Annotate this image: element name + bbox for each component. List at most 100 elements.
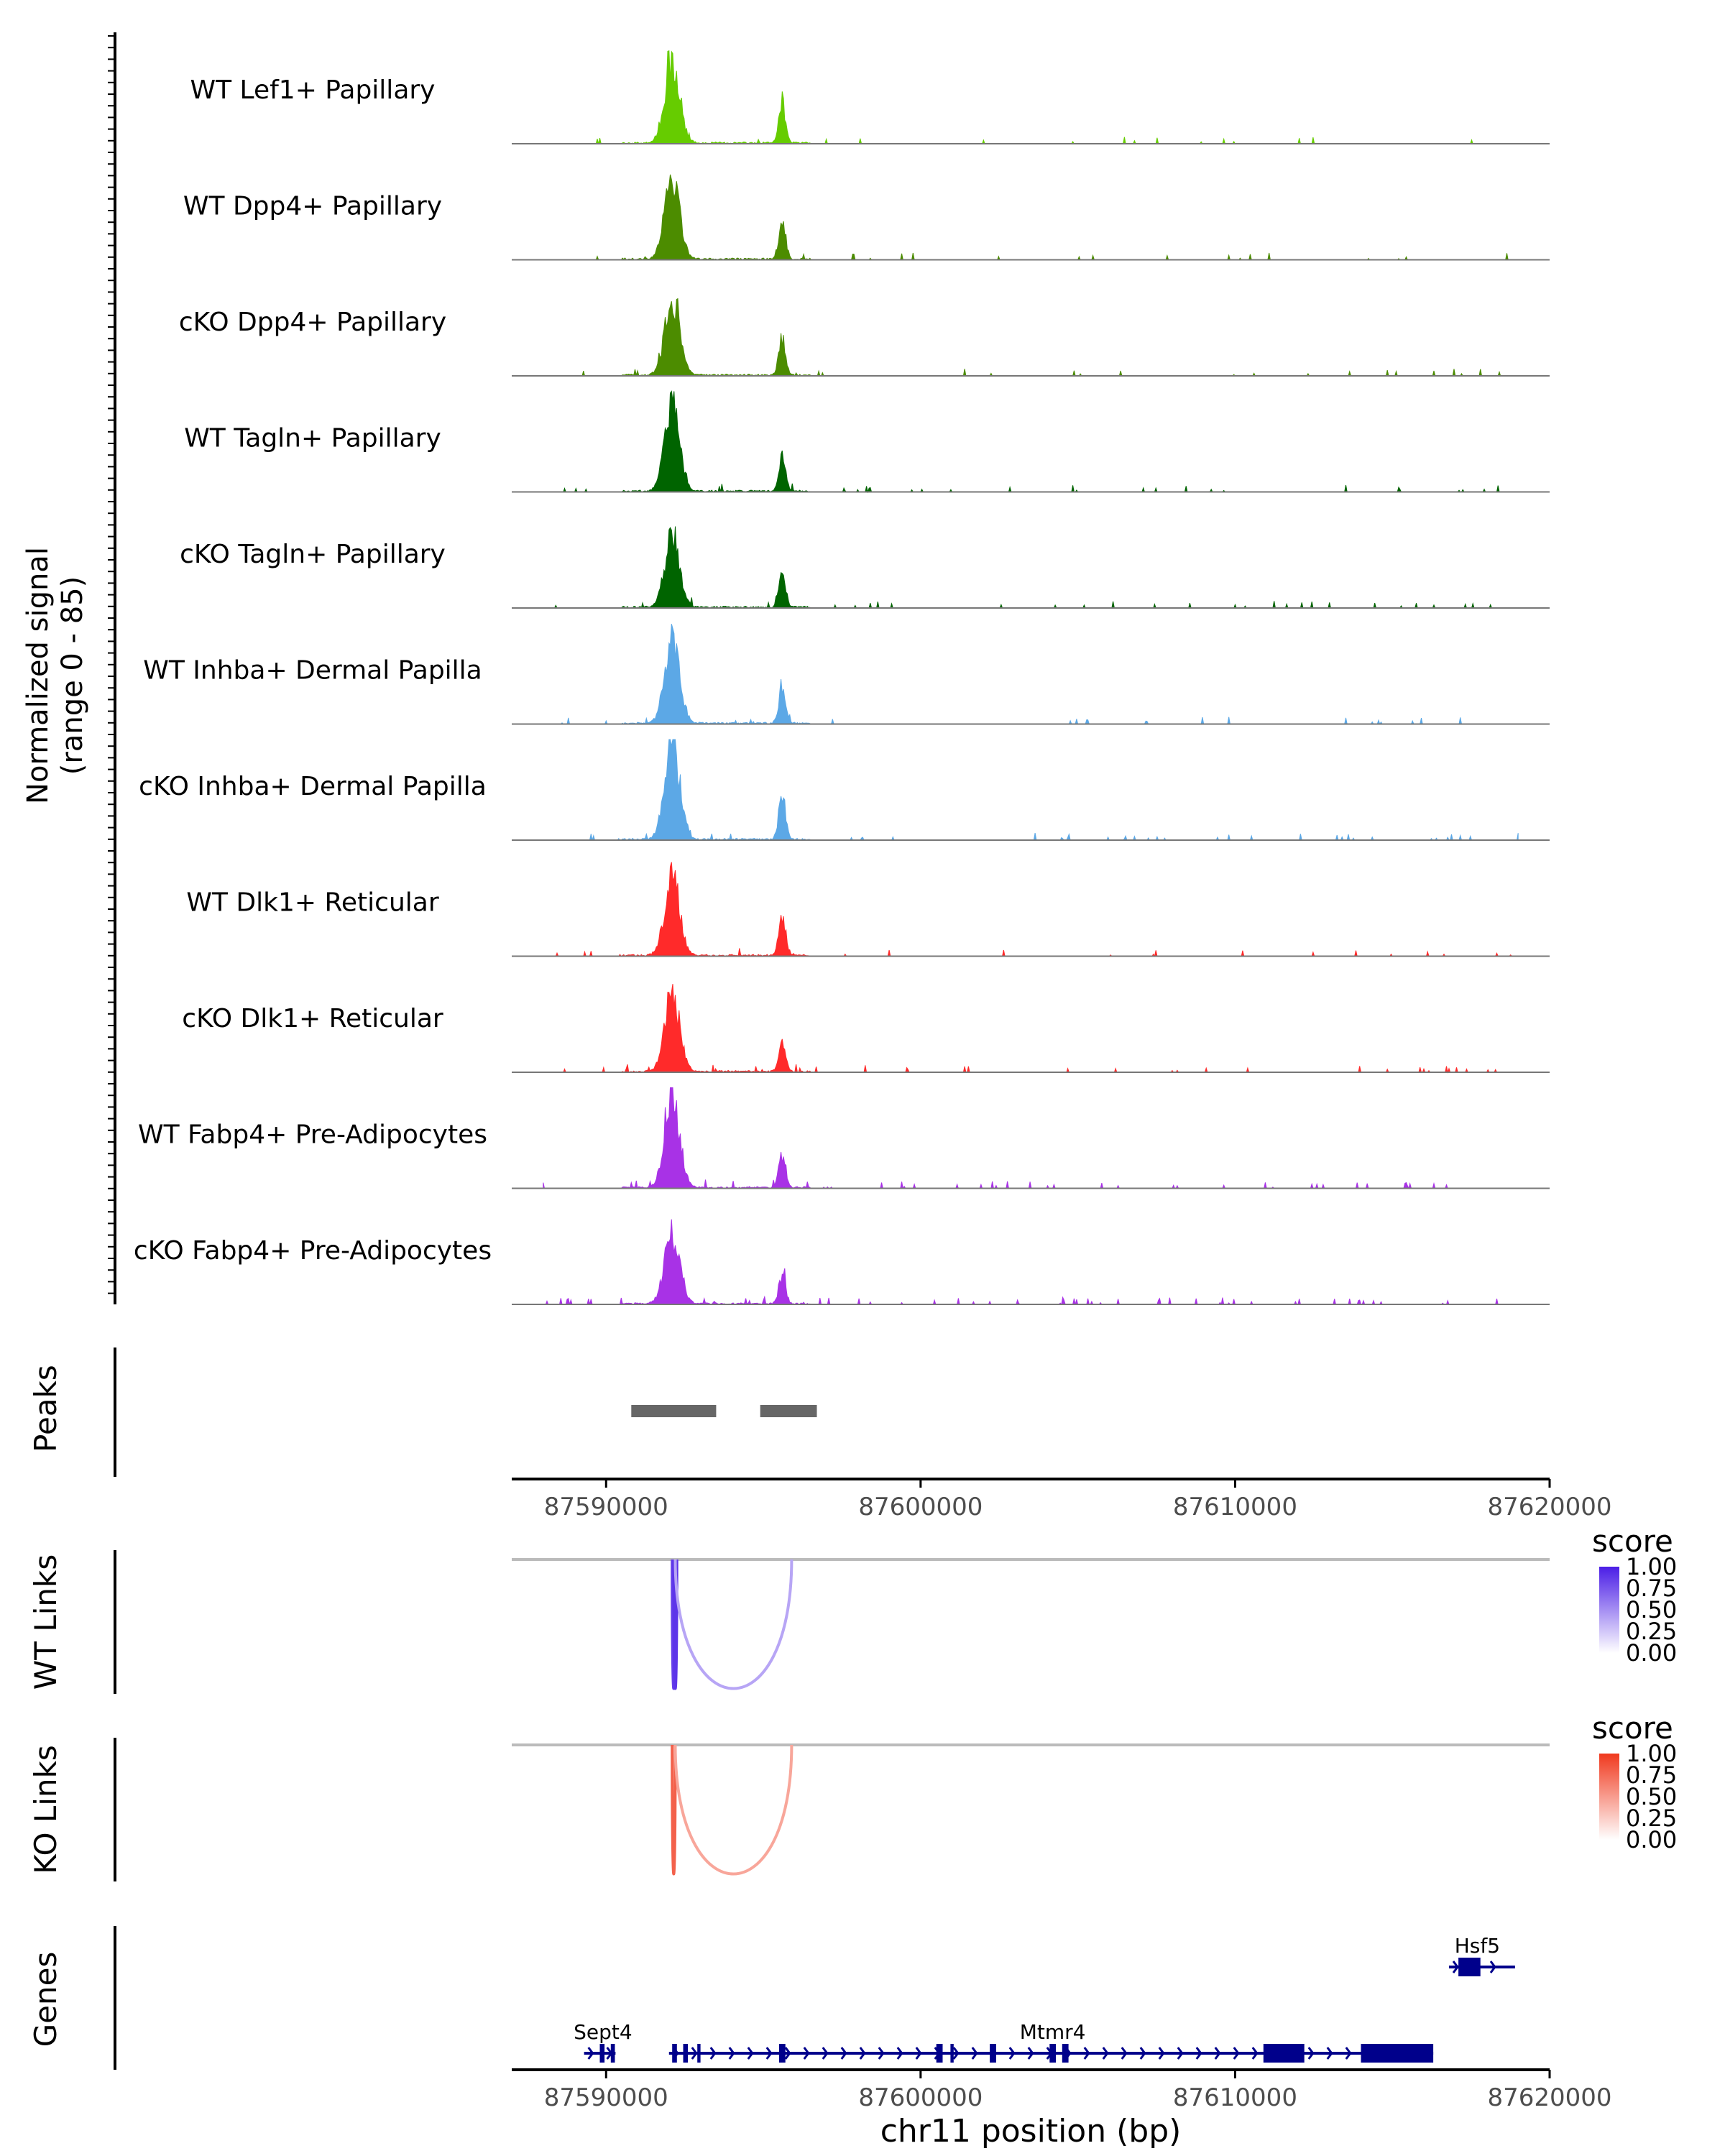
track-6: cKO Inhba+ Dermal Papilla	[139, 739, 1550, 841]
exon	[599, 2044, 605, 2063]
strand-arrow	[1121, 2047, 1128, 2060]
ko-links-arcs	[512, 1743, 1550, 1876]
peaks-track-label: Peaks	[28, 1365, 63, 1452]
x-axis-top: 87590000 87600000 87610000 87620000	[512, 1478, 1612, 1521]
legend-colorbar	[1599, 1754, 1619, 1840]
strand-arrow	[709, 2047, 717, 2060]
gene-hsf5: Hsf5	[1448, 1934, 1515, 1976]
x-tick-label: 87600000	[858, 2083, 983, 2112]
gene-mtmr4: Mtmr4	[668, 2020, 1434, 2063]
strand-arrow	[1251, 2047, 1259, 2060]
strand-arrow	[728, 2047, 735, 2060]
strand-arrow	[1158, 2047, 1165, 2060]
legend-tick-label: 0.50	[1626, 1596, 1677, 1623]
link-arc-0	[671, 1744, 677, 1876]
legend-tick-label: 0.00	[1626, 1639, 1677, 1667]
track-4: cKO Tagln+ Papillary	[180, 526, 1550, 609]
track-0: WT Lef1+ Papillary	[190, 50, 1550, 144]
gene-sept4: Sept4	[574, 2020, 632, 2063]
strand-arrow	[1326, 2047, 1333, 2060]
x-tick-label: 87620000	[1487, 1493, 1611, 1521]
signal-area	[543, 1219, 1519, 1306]
strand-arrow	[952, 2047, 960, 2060]
track-10: cKO Fabp4+ Pre-Adipocytes	[134, 1219, 1550, 1306]
wt-links-track-label: WT Links	[28, 1554, 63, 1690]
strand-arrow	[1307, 2047, 1315, 2060]
strand-arrow	[915, 2047, 922, 2060]
signal-area	[543, 739, 1519, 841]
track-7: WT Dlk1+ Reticular	[186, 862, 1550, 957]
peak-region-0	[631, 1405, 717, 1417]
strand-arrow	[896, 2047, 903, 2060]
strand-arrow	[587, 2047, 594, 2060]
peak-region-1	[760, 1405, 817, 1417]
exon	[990, 2044, 996, 2063]
strand-arrow	[840, 2047, 847, 2060]
x-tick-label: 87610000	[1173, 2083, 1297, 2112]
signal-area	[543, 624, 1519, 725]
signal-area	[543, 390, 1519, 494]
strand-arrow	[803, 2047, 810, 2060]
exon	[683, 2044, 689, 2063]
strand-arrow	[1489, 1961, 1496, 1973]
track-label: cKO Tagln+ Papillary	[180, 540, 446, 569]
legend-tick-label: 1.00	[1626, 1553, 1677, 1580]
gene-label: Sept4	[574, 2020, 632, 2044]
strand-arrow	[859, 2047, 866, 2060]
strand-arrow	[1452, 1961, 1459, 1973]
exon	[1263, 2044, 1305, 2063]
signal-area	[543, 526, 1519, 609]
track-label: WT Inhba+ Dermal Papilla	[143, 656, 482, 686]
track-label: WT Dpp4+ Papillary	[183, 192, 442, 221]
strand-arrow	[1195, 2047, 1202, 2060]
signal-area	[543, 298, 1519, 377]
strand-arrow	[784, 2047, 791, 2060]
strand-arrow	[1102, 2047, 1109, 2060]
link-arc-1	[672, 1559, 678, 1690]
legend-tick-label: 0.25	[1626, 1805, 1677, 1832]
track-label: cKO Dpp4+ Papillary	[179, 308, 446, 337]
legend-title: score	[1592, 1710, 1673, 1746]
exon	[1458, 1958, 1481, 1976]
track-label: WT Lef1+ Papillary	[190, 75, 436, 105]
exon	[936, 2044, 943, 2063]
strand-arrow	[878, 2047, 885, 2060]
strand-arrow	[747, 2047, 754, 2060]
strand-arrow	[822, 2047, 829, 2060]
x-axis-bottom: 87590000 87600000 87610000 87620000	[512, 2068, 1612, 2112]
y-axis-range: (range 0 - 85)	[56, 576, 89, 775]
legend-colorbar	[1599, 1567, 1619, 1653]
x-tick-label: 87600000	[858, 1493, 983, 1521]
strand-arrow	[1139, 2047, 1146, 2060]
legend-tick-label: 0.00	[1626, 1826, 1677, 1853]
signal-area	[543, 50, 1519, 144]
legend-title: score	[1592, 1524, 1673, 1559]
genes-track-label: Genes	[28, 1952, 63, 2047]
exon	[1361, 2044, 1434, 2063]
gene-label: Mtmr4	[1020, 2020, 1086, 2044]
x-tick-label: 87590000	[544, 2083, 668, 2112]
track-label: WT Dlk1+ Reticular	[186, 888, 438, 918]
strand-arrow	[1214, 2047, 1221, 2060]
legend-tick-label: 0.75	[1626, 1575, 1677, 1602]
legend-tick-label: 0.50	[1626, 1783, 1677, 1810]
signal-area	[543, 862, 1519, 957]
coverage-tracks: WT Lef1+ Papillary WT Dpp4+ Papillary cKO …	[134, 50, 1550, 1306]
gene-models: Sept4 Mtmr4 Hsf5	[574, 1934, 1515, 2063]
track-label: WT Fabp4+ Pre-Adipocytes	[138, 1120, 487, 1150]
exon	[697, 2044, 701, 2063]
y-axis-title: Normalized signal	[22, 547, 55, 804]
exon	[950, 2044, 954, 2063]
strand-arrow	[1083, 2047, 1090, 2060]
ko-links-track-label: KO Links	[28, 1745, 63, 1874]
strand-arrow	[765, 2047, 773, 2060]
peaks-regions	[631, 1405, 817, 1417]
exon	[610, 2044, 615, 2063]
track-label: cKO Inhba+ Dermal Papilla	[139, 772, 487, 801]
signal-area	[543, 1087, 1519, 1189]
track-8: cKO Dlk1+ Reticular	[182, 984, 1550, 1074]
strand-arrow	[1233, 2047, 1240, 2060]
